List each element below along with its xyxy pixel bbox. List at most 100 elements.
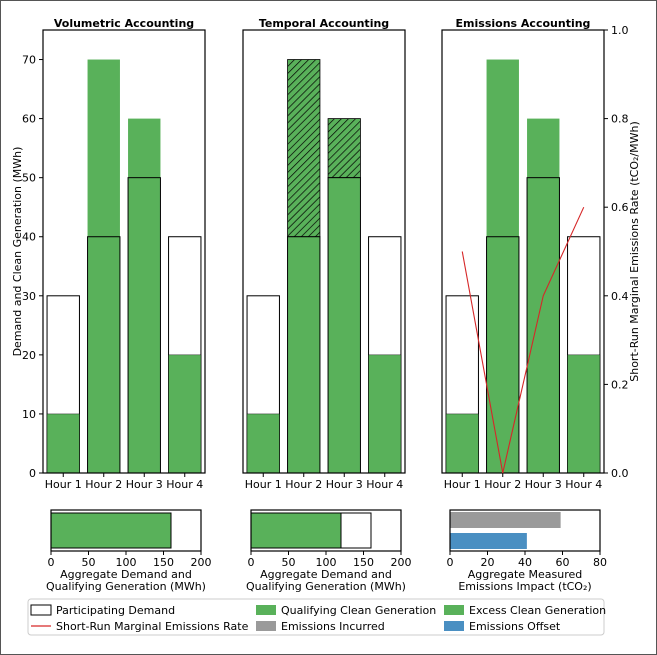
summary-xlabel: Qualifying Generation (MWh) bbox=[246, 580, 406, 593]
x-tick-label: Hour 2 bbox=[285, 478, 322, 491]
x-tick-label: 40 bbox=[518, 556, 532, 569]
legend-swatch bbox=[256, 605, 276, 615]
excess-bar bbox=[128, 118, 161, 178]
panel-title: Emissions Accounting bbox=[456, 17, 591, 30]
excess-bar bbox=[287, 59, 321, 238]
legend-entry: Participating Demand bbox=[30, 604, 175, 617]
panel-title: Temporal Accounting bbox=[259, 17, 389, 30]
legend-swatch bbox=[256, 621, 276, 631]
excess-bar bbox=[486, 59, 519, 237]
qualifying-bar bbox=[486, 236, 520, 474]
y-tick-label: 0.8 bbox=[611, 113, 629, 126]
excess-bar bbox=[327, 118, 361, 179]
x-tick-label: 0 bbox=[447, 556, 454, 569]
legend-label: Participating Demand bbox=[56, 604, 175, 617]
y-tick-label: 0.4 bbox=[611, 290, 629, 303]
qualifying-bar bbox=[87, 236, 121, 474]
legend-entry: Emissions Incurred bbox=[256, 620, 385, 633]
legend-swatch bbox=[444, 605, 464, 615]
summary-xlabel: Aggregate Demand and bbox=[60, 568, 192, 581]
qualifying-total-bar bbox=[250, 512, 342, 549]
y-tick-label: 60 bbox=[22, 113, 36, 126]
qualifying-bar bbox=[246, 413, 280, 474]
y-tick-label: 10 bbox=[22, 408, 36, 421]
emissions-rate-line bbox=[461, 206, 585, 474]
x-tick-label: 60 bbox=[556, 556, 570, 569]
legend-label: Excess Clean Generation bbox=[469, 604, 606, 617]
y-tick-label: 0 bbox=[29, 467, 36, 480]
y-tick-label: 20 bbox=[22, 349, 36, 362]
y-tick-label: 30 bbox=[22, 290, 36, 303]
x-tick-label: 100 bbox=[316, 556, 337, 569]
legend-entry: Excess Clean Generation bbox=[444, 604, 606, 617]
qualifying-bar bbox=[46, 413, 80, 474]
summary-xlabel: Emissions Impact (tCO₂) bbox=[458, 580, 591, 593]
x-tick-label: Hour 3 bbox=[525, 478, 562, 491]
panel-2: Hour 1 Hour 2 Hour 3 Hour 4 Temporal Account… bbox=[242, 17, 406, 491]
qualifying-bar bbox=[368, 354, 402, 474]
plot-frame bbox=[42, 29, 206, 474]
x-tick-label: Hour 4 bbox=[565, 478, 602, 491]
x-tick-label: 200 bbox=[191, 556, 212, 569]
legend-entry: Emissions Offset bbox=[444, 620, 561, 633]
panel-title: Volumetric Accounting bbox=[54, 17, 194, 30]
x-tick-label: Hour 1 bbox=[245, 478, 282, 491]
qualifying-bar bbox=[287, 236, 321, 474]
legend-label: Emissions Offset bbox=[469, 620, 561, 633]
legend-label: Emissions Incurred bbox=[281, 620, 385, 633]
legend-swatch bbox=[30, 604, 52, 616]
qualifying-bar bbox=[327, 177, 361, 474]
x-tick-label: Hour 4 bbox=[366, 478, 403, 491]
x-tick-label: 150 bbox=[353, 556, 374, 569]
emissions-incurred-bar bbox=[450, 512, 561, 528]
x-tick-label: 50 bbox=[82, 556, 96, 569]
excess-bar bbox=[87, 59, 120, 237]
y-tick-label: 50 bbox=[22, 172, 36, 185]
legend-label: Short-Run Marginal Emissions Rate bbox=[56, 620, 249, 633]
y-tick-label: 1.0 bbox=[611, 24, 629, 37]
x-tick-label: 100 bbox=[116, 556, 137, 569]
x-tick-label: Hour 2 bbox=[85, 478, 122, 491]
x-tick-label: 20 bbox=[481, 556, 495, 569]
x-tick-label: 0 bbox=[48, 556, 55, 569]
x-tick-label: 200 bbox=[391, 556, 412, 569]
x-tick-label: Hour 2 bbox=[484, 478, 521, 491]
right-y-axis: 0.0 0.2 0.4 0.6 0.8 1.0 Short-Run Marginal Emi… bbox=[604, 24, 641, 480]
qualifying-bar bbox=[168, 354, 202, 474]
plot-frame bbox=[441, 29, 605, 474]
qualifying-bar bbox=[526, 177, 560, 474]
y-tick-label: 0.0 bbox=[611, 467, 629, 480]
x-tick-label: 150 bbox=[153, 556, 174, 569]
y-tick-label: 40 bbox=[22, 231, 36, 244]
summary-xlabel: Aggregate Demand and bbox=[260, 568, 392, 581]
x-tick-label: 50 bbox=[282, 556, 296, 569]
panel-1: Hour 1 Hour 2 Hour 3 Hour 4 Volumetric Accou… bbox=[42, 17, 206, 491]
legend-swatch bbox=[444, 621, 464, 631]
emissions-offset-bar bbox=[450, 533, 527, 549]
y-tick-label: 0.2 bbox=[611, 378, 629, 391]
excess-bar bbox=[527, 118, 560, 178]
qualifying-bar bbox=[127, 177, 161, 474]
left-y-axis: 0 10 20 30 40 50 60 70 Demand and Clean Generati… bbox=[11, 54, 43, 480]
legend-entry: Qualifying Clean Generation bbox=[256, 604, 436, 617]
y-tick-label: 0.6 bbox=[611, 201, 629, 214]
y-axis-label: Short-Run Marginal Emissions Rate (tCO₂/… bbox=[628, 121, 641, 382]
legend-entry: Short-Run Marginal Emissions Rate bbox=[31, 620, 249, 633]
y-tick-label: 70 bbox=[22, 54, 36, 67]
plot-frame bbox=[242, 29, 406, 474]
x-tick-label: Hour 1 bbox=[45, 478, 82, 491]
summary-xlabel: Aggregate Measured bbox=[468, 568, 583, 581]
panel-3: Hour 1 Hour 2 Hour 3 Hour 4 Emissions Accoun… bbox=[441, 17, 605, 491]
x-tick-label: Hour 4 bbox=[166, 478, 203, 491]
qualifying-bar bbox=[567, 354, 601, 474]
x-tick-label: Hour 3 bbox=[126, 478, 163, 491]
y-axis-label: Demand and Clean Generation (MWh) bbox=[11, 147, 24, 357]
x-tick-label: Hour 3 bbox=[326, 478, 363, 491]
summary-xlabel: Qualifying Generation (MWh) bbox=[46, 580, 206, 593]
x-tick-label: 0 bbox=[248, 556, 255, 569]
legend-label: Qualifying Clean Generation bbox=[281, 604, 436, 617]
